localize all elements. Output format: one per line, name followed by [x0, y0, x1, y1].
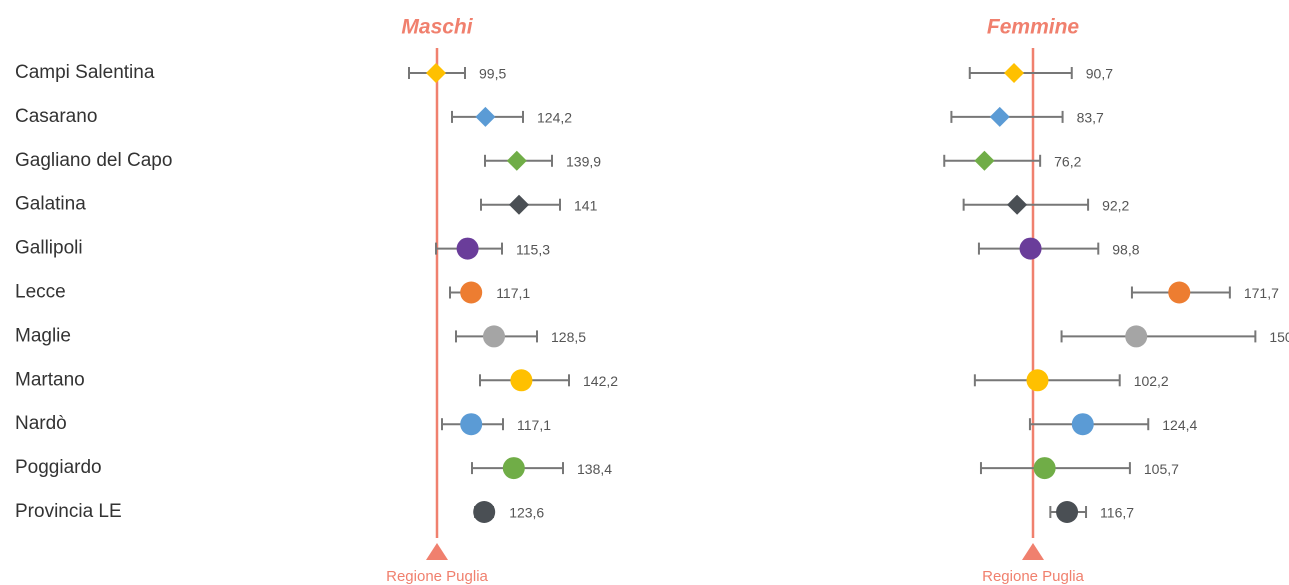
point — [1125, 325, 1148, 348]
reference-label: Regione Puglia — [982, 568, 1084, 585]
value-label: 142,2 — [583, 373, 618, 389]
category-label: Galatina — [15, 194, 86, 215]
value-label: 117,1 — [517, 417, 551, 433]
reference-marker — [1022, 543, 1044, 560]
value-label: 83,7 — [1077, 110, 1104, 126]
category-label: Campi Salentina — [15, 62, 155, 83]
value-label: 123,6 — [509, 505, 544, 521]
category-label: Martano — [15, 369, 85, 390]
point — [1004, 63, 1025, 83]
point — [509, 194, 529, 215]
value-label: 99,5 — [479, 66, 506, 82]
point — [1019, 237, 1042, 260]
reference-marker — [426, 543, 448, 560]
point — [1168, 281, 1191, 304]
value-label: 124,2 — [537, 110, 572, 126]
category-label: Poggiardo — [15, 457, 102, 478]
value-label: 138,4 — [577, 461, 612, 477]
point — [1033, 457, 1056, 480]
value-label: 150,6 — [1269, 329, 1289, 345]
point — [510, 369, 533, 392]
category-label: Nardò — [15, 413, 67, 434]
value-label: 105,7 — [1144, 461, 1179, 477]
point — [506, 150, 527, 171]
category-label: Lecce — [15, 282, 66, 303]
point — [502, 457, 525, 480]
value-label: 128,5 — [551, 329, 586, 345]
value-label: 116,7 — [1100, 505, 1134, 521]
value-label: 139,9 — [566, 154, 601, 170]
panel-title: Maschi — [401, 16, 473, 39]
category-label: Maglie — [15, 325, 71, 346]
value-label: 141 — [574, 197, 598, 213]
point — [475, 106, 496, 127]
category-label: Gagliano del Capo — [15, 150, 172, 171]
value-label: 115,3 — [516, 241, 550, 257]
point — [456, 237, 479, 260]
reference-label: Regione Puglia — [386, 568, 488, 585]
value-label: 124,4 — [1162, 417, 1197, 433]
point — [974, 150, 995, 171]
point — [460, 281, 483, 304]
point — [1007, 194, 1028, 215]
value-label: 98,8 — [1112, 241, 1139, 257]
value-label: 102,2 — [1134, 373, 1169, 389]
point — [460, 413, 483, 436]
value-label: 92,2 — [1102, 197, 1129, 213]
category-label: Provincia LE — [15, 501, 122, 522]
point — [426, 63, 446, 83]
value-label: 171,7 — [1244, 285, 1279, 301]
panel-title: Femmine — [987, 16, 1080, 39]
point — [1026, 369, 1049, 392]
point — [989, 106, 1010, 127]
category-label: Gallipoli — [15, 238, 83, 259]
point — [1071, 413, 1094, 436]
point — [1056, 501, 1079, 523]
value-label: 90,7 — [1086, 66, 1113, 82]
value-label: 76,2 — [1054, 154, 1081, 170]
category-label: Casarano — [15, 106, 97, 127]
point — [483, 325, 505, 348]
point — [473, 501, 496, 523]
value-label: 117,1 — [496, 285, 530, 301]
